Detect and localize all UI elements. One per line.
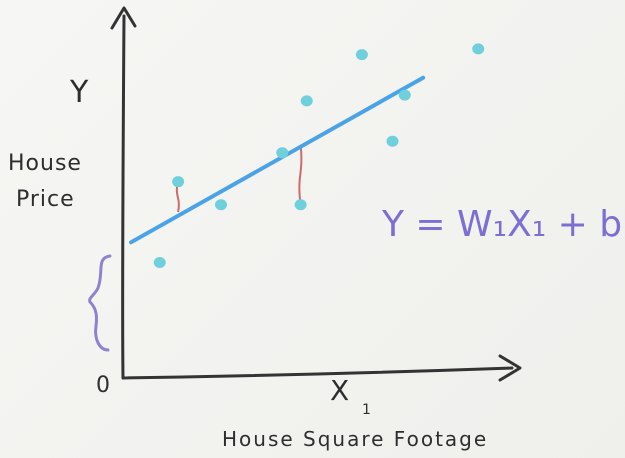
data-point	[386, 135, 399, 147]
regression-line	[129, 75, 426, 245]
axes	[110, 6, 522, 382]
data-point	[472, 43, 485, 55]
data-point	[398, 89, 411, 101]
data-point	[300, 95, 313, 107]
x-axis-subscript: 1	[362, 402, 371, 418]
data-point	[355, 49, 368, 61]
data-point	[153, 257, 166, 269]
x-axis-line	[121, 366, 514, 380]
origin-label: 0	[96, 373, 110, 398]
data-point	[276, 147, 289, 159]
x-axis-label: X	[330, 374, 349, 407]
y-title-line2: Price	[16, 187, 75, 212]
y-axis-line	[121, 14, 126, 380]
data-point	[294, 199, 307, 211]
intercept-brace-icon	[88, 254, 112, 352]
regression-line-group	[129, 75, 426, 245]
data-point	[172, 176, 185, 188]
x-title: House Square Footage	[222, 427, 488, 451]
equation-text: Y = W₁X₁ + b	[381, 204, 622, 245]
data-points	[153, 43, 485, 269]
x-axis-arrow-icon	[498, 354, 522, 382]
residual-line	[298, 144, 303, 205]
y-axis-arrow-icon	[110, 6, 137, 30]
data-point	[215, 199, 227, 211]
y-axis-label: Y	[69, 75, 89, 110]
y-title-line1: House	[8, 151, 82, 176]
